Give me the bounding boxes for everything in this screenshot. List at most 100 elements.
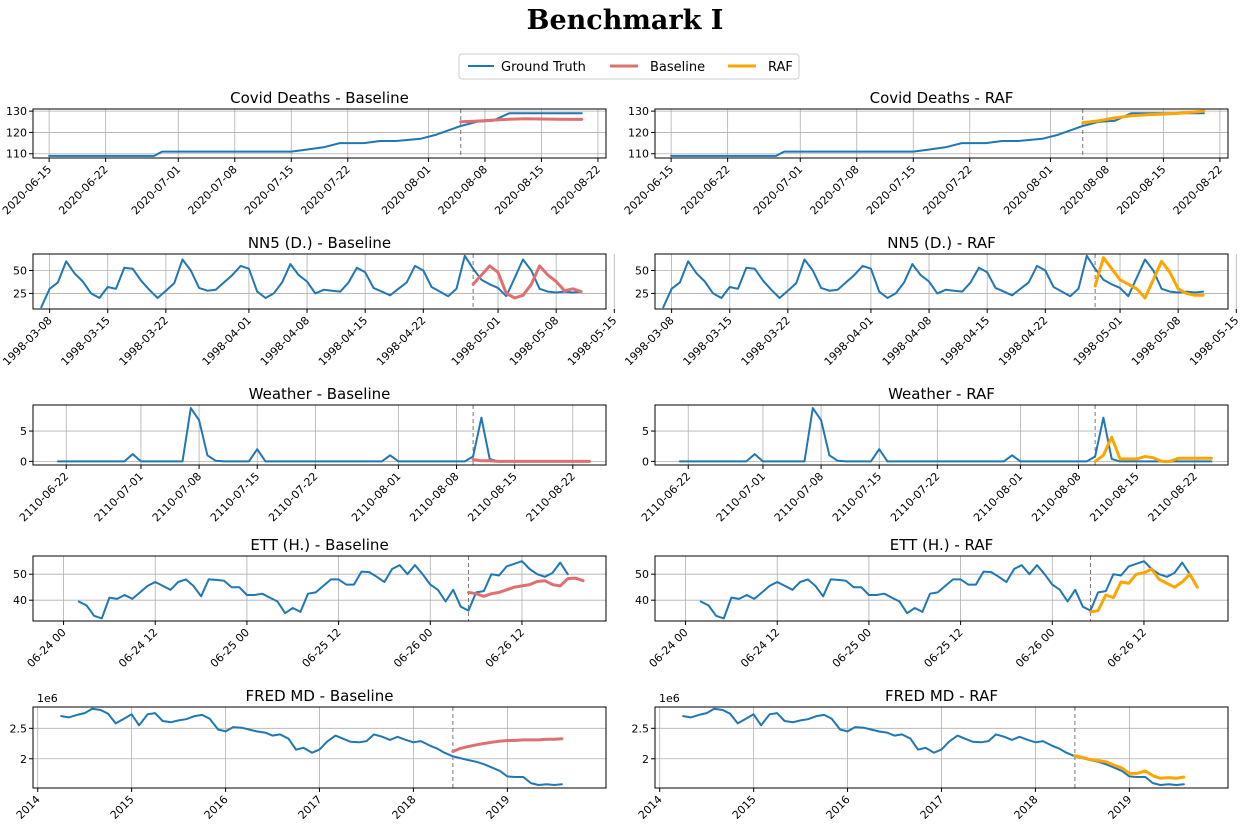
panel-title: ETT (H.) - RAF	[890, 536, 993, 554]
series-line-ground-truth	[699, 560, 1191, 620]
x-tick-label: 2014	[636, 793, 665, 822]
x-tick-label: 2015	[730, 793, 759, 822]
y-tick-label: 50	[635, 568, 649, 581]
x-tick-label: 1998-04-01	[200, 314, 254, 368]
axes-frame	[32, 404, 607, 466]
x-tick-label: 2110-08-08	[407, 470, 461, 524]
y-tick-label: 120	[6, 126, 27, 139]
x-tick-label: 1998-05-01	[1071, 314, 1125, 368]
x-tick-label: 1998-03-22	[117, 314, 171, 368]
x-tick-label: 2015	[108, 793, 137, 822]
x-tick-label: 2110-07-15	[208, 470, 262, 524]
x-tick-label: 2018	[1012, 793, 1041, 822]
series-line-ground-truth	[678, 407, 1213, 463]
x-tick-label: 2020-07-15	[242, 163, 296, 217]
series-line-raf	[1093, 435, 1213, 463]
series-line-baseline	[459, 117, 584, 124]
y-tick-label: 130	[6, 105, 27, 118]
x-tick-label: 2020-07-08	[185, 163, 239, 217]
y-tick-label: 110	[6, 148, 27, 161]
series-line-raf	[1081, 109, 1206, 125]
x-tick-label: 1998-04-08	[880, 314, 934, 368]
series-line-ground-truth	[662, 254, 1205, 309]
axes-frame	[654, 253, 1229, 310]
y-tick-label: 25	[635, 287, 649, 300]
panel-title: Covid Deaths - Baseline	[230, 89, 409, 107]
x-tick-label: 2110-07-08	[150, 470, 204, 524]
axes-frame	[654, 404, 1229, 466]
y-tick-label: 50	[13, 265, 27, 278]
y-multiplier-label: 1e6	[37, 692, 58, 705]
panel-title: NN5 (D.) - RAF	[887, 234, 995, 252]
y-tick-label: 50	[13, 568, 27, 581]
panel-title: NN5 (D.) - Baseline	[248, 234, 391, 252]
panel-title: FRED MD - RAF	[885, 687, 998, 705]
y-tick-label: 110	[628, 148, 649, 161]
x-tick-label: 06-25 12	[300, 626, 344, 670]
axes-frame	[654, 108, 1229, 159]
x-tick-label: 2020-08-15	[492, 163, 546, 217]
y-tick-label: 2	[20, 753, 27, 766]
y-multiplier-label: 1e6	[659, 692, 680, 705]
figure-legend: Ground Truth Baseline RAF	[458, 53, 800, 80]
x-tick-label: 1998-03-08	[0, 314, 54, 368]
axes-frame	[32, 555, 607, 622]
x-tick-label: 2110-08-22	[1146, 470, 1200, 524]
series-line-baseline	[451, 737, 564, 753]
y-tick-label: 0	[20, 455, 27, 468]
x-tick-label: 2020-06-22	[678, 163, 732, 217]
x-tick-label: 2020-06-15	[622, 163, 676, 217]
x-tick-label: 2020-08-01	[379, 163, 433, 217]
x-tick-label: 1998-05-01	[449, 314, 503, 368]
x-tick-label: 2020-07-01	[751, 163, 805, 217]
y-tick-label: 40	[13, 594, 27, 607]
x-tick-label: 1998-03-15	[58, 314, 112, 368]
x-tick-label: 06-26 12	[483, 626, 527, 670]
x-tick-label: 2020-06-15	[0, 163, 54, 217]
x-tick-label: 2020-07-15	[864, 163, 918, 217]
y-tick-label: 130	[628, 105, 649, 118]
series-line-ground-truth	[56, 407, 591, 463]
x-tick-label: 2019	[483, 793, 512, 822]
x-tick-label: 1998-04-08	[258, 314, 312, 368]
x-tick-label: 2110-08-22	[524, 470, 578, 524]
y-tick-label: 5	[642, 425, 649, 438]
series-line-baseline	[471, 458, 591, 463]
x-tick-label: 2020-08-15	[1114, 163, 1168, 217]
series-line-raf	[1073, 754, 1186, 780]
x-tick-label: 06-24 12	[738, 626, 782, 670]
y-tick-label: 2	[642, 753, 649, 766]
series-line-raf	[1093, 256, 1205, 300]
x-tick-label: 1998-05-15	[565, 314, 619, 368]
x-tick-label: 2020-08-08	[436, 163, 490, 217]
x-tick-label: 2020-07-08	[807, 163, 861, 217]
panel-covid-deaths-baseline: Covid Deaths - Baseline 110 120 130 2020-06-…	[0, 89, 607, 217]
x-tick-label: 2110-07-08	[772, 470, 826, 524]
x-tick-label: 2110-08-01	[971, 470, 1025, 524]
x-tick-label: 06-25 00	[830, 626, 874, 670]
x-tick-label: 2110-08-08	[1029, 470, 1083, 524]
x-tick-label: 2020-07-22	[920, 163, 974, 217]
x-tick-label: 2020-06-22	[56, 163, 110, 217]
x-tick-label: 2018	[390, 793, 419, 822]
x-tick-label: 2020-08-22	[549, 163, 603, 217]
x-tick-label: 2017	[918, 793, 947, 822]
x-tick-label: 1998-03-22	[739, 314, 793, 368]
panel-ett-h-baseline: ETT (H.) - Baseline 40 50 06-24 00 06-24 12 0…	[13, 536, 607, 670]
x-tick-label: 2020-08-08	[1058, 163, 1112, 217]
legend-baseline-label: Baseline	[650, 60, 705, 75]
x-tick-label: 2014	[14, 793, 43, 822]
y-tick-label: 2.5	[632, 722, 650, 735]
x-tick-label: 1998-05-08	[507, 314, 561, 368]
y-tick-label: 5	[20, 425, 27, 438]
panel-weather-baseline: Weather - Baseline 0 5 2110-06-22 2110-07-01…	[17, 385, 607, 524]
panel-title: FRED MD - Baseline	[246, 687, 394, 705]
axes-frame	[32, 108, 607, 159]
panel-fred-md-baseline: FRED MD - Baseline 2 2.5 1e6 2014 2015 2016 201…	[10, 687, 607, 822]
x-tick-label: 1998-04-22	[374, 314, 428, 368]
y-tick-label: 50	[635, 265, 649, 278]
x-tick-label: 2110-06-22	[639, 470, 693, 524]
y-tick-label: 25	[13, 287, 27, 300]
